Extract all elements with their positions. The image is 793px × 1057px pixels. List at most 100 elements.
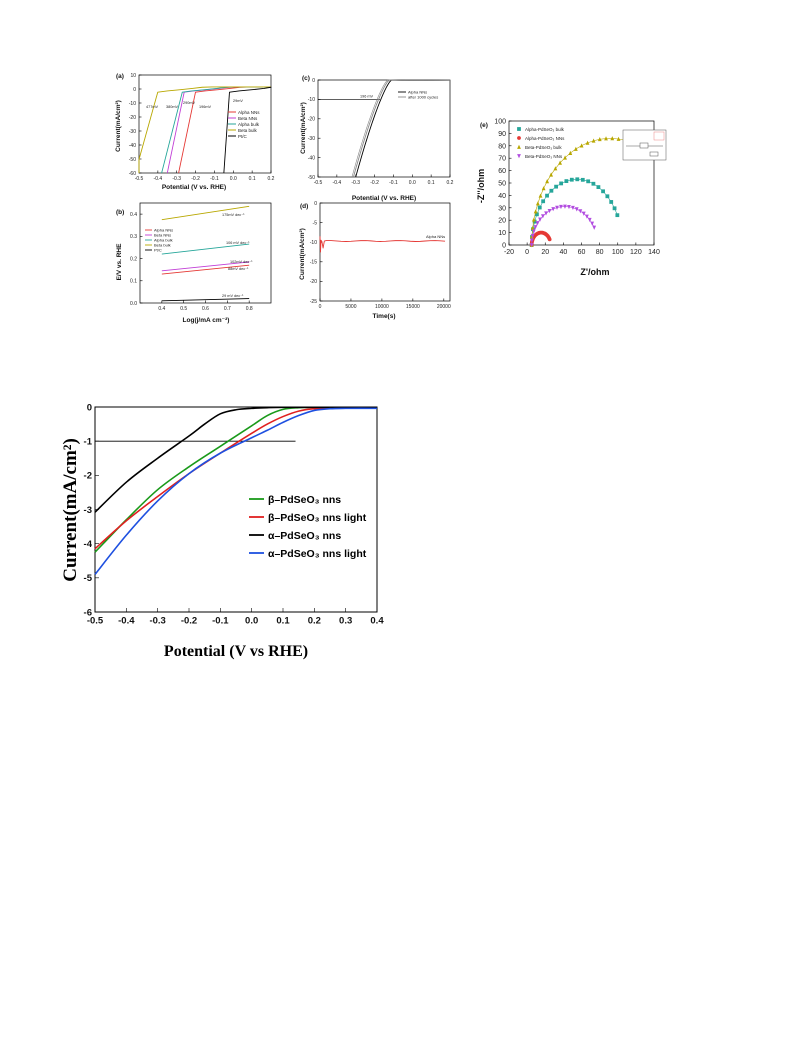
panel-e-ylabel: -Z''/ohm	[476, 169, 486, 203]
panel-a-ytick-label: 10	[130, 73, 136, 79]
main-legend-entry: α–PdSeO₃ nns	[268, 530, 341, 542]
main-xtick-label: -0.5	[87, 616, 104, 627]
panel-e-point	[564, 179, 569, 183]
panel-e-ytick-label: 70	[498, 156, 506, 163]
equivalent-circuit-inset	[622, 129, 667, 161]
panel-e-point	[554, 184, 559, 189]
panel-c-ytick-label: 0	[312, 78, 315, 84]
panel-e-point	[592, 225, 597, 230]
panel-d-xtick-label: 20000	[437, 304, 451, 310]
panel-c-series-1b	[351, 79, 451, 178]
panel-a-xtick-label: -0.1	[210, 176, 219, 182]
panel-d-ylabel: Current(mA/cm²)	[299, 228, 306, 280]
panel-e-point	[615, 213, 620, 218]
panel-b-ylabel: E/V vs. RHE	[116, 243, 123, 281]
panel-e-point	[590, 221, 595, 226]
panel-b-plot-frame	[139, 202, 272, 304]
panel-c-xtick-label: -0.3	[351, 180, 360, 186]
panel-b-series-0	[161, 264, 250, 275]
panel-e-point	[532, 217, 536, 222]
main-series-3	[94, 407, 378, 575]
main-lsv-chart: -0.5 -0.4 -0.3 -0.2 -0.1 0.0 0.1 0.2 0.3 0.4 0 -1 -2…	[84, 402, 385, 626]
panel-e-point	[610, 136, 615, 141]
panel-e-point	[609, 200, 614, 204]
panel-a-xtick-label: 0.2	[268, 176, 275, 182]
panel-e-point	[553, 166, 558, 171]
panel-e-point	[547, 208, 552, 214]
panel-c-ytick-label: -10	[308, 97, 315, 103]
main-ytick-label: 0	[87, 402, 92, 413]
panel-d-ytick-label: 0	[314, 201, 317, 207]
panel-b-xtick-label: 0.7	[224, 306, 231, 312]
panel-e-point	[541, 199, 546, 204]
panel-d-xtick-label: 5000	[345, 304, 356, 310]
panel-e-point	[591, 181, 596, 186]
panel-e-point	[563, 204, 567, 209]
panel-e-point	[578, 209, 583, 214]
panel-b-legend-entry: Alpha bulk	[154, 238, 173, 243]
panel-e-xtick-label: 60	[578, 249, 586, 256]
panel-e-point	[585, 214, 589, 219]
panel-b-legend-entry: Beta bulk	[154, 243, 171, 248]
panel-e-point	[517, 127, 521, 131]
panel-e-point	[616, 136, 621, 141]
panel-e-point	[587, 217, 592, 223]
panel-a-xtick-label: -0.5	[135, 176, 144, 182]
panel-a-xtick-label: -0.2	[191, 176, 200, 182]
panel-e-legend-entry: Alpha-PdSeO₃ bulk	[525, 127, 565, 132]
panel-a-xlabel: Potential (V vs. RHE)	[162, 184, 226, 191]
panel-e-point	[569, 177, 574, 182]
panel-c-xtick-label: 0.1	[428, 180, 435, 186]
panel-e-xtick-label: 40	[559, 249, 567, 256]
panel-d-xtick-label: 0	[319, 304, 322, 310]
panel-e-point	[581, 211, 586, 216]
panel-e-point	[547, 237, 552, 242]
panel-e-legend-entry: Beta-PdSeO₃ bulk	[525, 145, 562, 150]
panel-c-series-1	[353, 79, 451, 178]
panel-a-ytick-label: -10	[129, 101, 136, 107]
main-xtick-label: -0.2	[181, 616, 197, 627]
panel-b-series-3	[161, 205, 250, 221]
panel-e-xtick-label: -20	[504, 249, 514, 256]
panel-e-point	[612, 206, 617, 211]
panel-a-series-1	[166, 86, 271, 174]
panel-e-point	[532, 219, 537, 224]
panel-b-legend-entry: Alpha NNs	[154, 228, 173, 233]
panel-b-xtick-label: 0.5	[180, 306, 187, 312]
panel-b-slope-label: 88mV dec⁻¹	[228, 267, 249, 271]
panel-c-ytick-label: -20	[308, 117, 315, 123]
panel-c-legend-entry: after 1000 cycles	[408, 95, 438, 100]
panel-e-point	[559, 204, 563, 210]
main-ylabel: Current(mA/cm²)	[60, 438, 81, 582]
panel-b-xtick-label: 0.8	[246, 306, 253, 312]
panel-d-ytick-label: -10	[310, 240, 317, 246]
panel-b-letter: (b)	[116, 209, 124, 216]
panel-e-ytick-label: 10	[498, 230, 506, 237]
panel-b-legend-entry: Pt/C	[154, 248, 162, 253]
panel-e-ytick-label: 40	[498, 193, 506, 200]
panel-e-point	[574, 207, 579, 212]
panel-b-slope-label: 106 mV dec⁻¹	[226, 241, 250, 245]
panel-a-xtick-label: 0.0	[230, 176, 237, 182]
panel-c-xtick-label: -0.4	[333, 180, 342, 186]
panel-d-xtick-label: 15000	[406, 304, 420, 310]
panel-e-point	[604, 136, 608, 141]
panel-e-point	[541, 186, 546, 191]
panel-b-xlabel: Log(j/mA cm⁻²)	[183, 317, 230, 324]
panel-e-xtick-label: 0	[525, 249, 529, 256]
panel-e-point	[534, 212, 539, 217]
panel-d-xlabel: Time(s)	[373, 313, 396, 320]
panel-b-slope-label: 29 mV dec⁻¹	[222, 294, 244, 298]
main-xtick-label: 0.1	[276, 616, 290, 627]
panel-a-plot-frame	[138, 74, 272, 174]
panel-e-point	[549, 172, 553, 177]
panel-a-xtick-label: 0.1	[249, 176, 256, 182]
panel-b-xtick-label: 0.6	[202, 306, 209, 312]
panel-e-point	[544, 211, 548, 216]
panel-a-xtick-label: -0.3	[172, 176, 181, 182]
panel-a-overpotential-label: 477mV	[146, 105, 158, 109]
panel-c-xtick-label: -0.2	[370, 180, 379, 186]
panel-e-point	[558, 160, 562, 165]
panel-d-plot-frame	[319, 202, 451, 302]
panel-a-ylabel: Current(mA/cm²)	[115, 100, 122, 152]
